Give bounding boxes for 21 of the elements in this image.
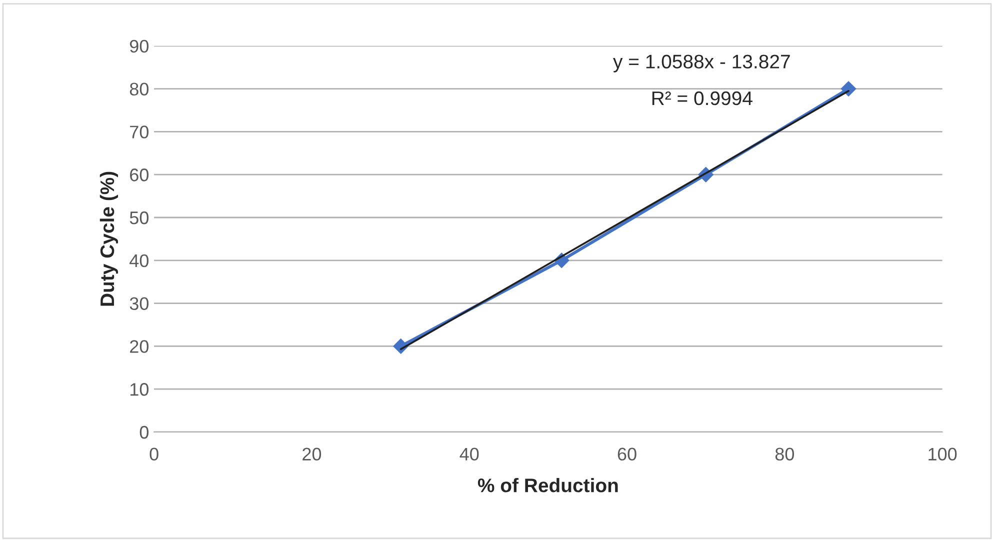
point bbox=[840, 81, 856, 96]
y-tick-label: 0 bbox=[140, 426, 149, 439]
x-tick-label: 0 bbox=[150, 448, 158, 461]
y-tick-label: 90 bbox=[130, 40, 149, 53]
x-tick-label: 60 bbox=[618, 448, 636, 461]
y-tick-label: 80 bbox=[130, 82, 149, 96]
annotation: y = 1.0588x - 13.827 bbox=[613, 54, 790, 72]
x-tick-label: 80 bbox=[775, 448, 794, 461]
y-tick-label: 10 bbox=[130, 383, 149, 396]
y-tick-label: 20 bbox=[130, 340, 149, 353]
y-tick-label: 30 bbox=[130, 297, 149, 310]
y-tick-label: 40 bbox=[130, 254, 149, 268]
x-tick-label: 40 bbox=[460, 448, 479, 461]
y-axis-title: Duty Cycle (%) bbox=[100, 172, 118, 306]
annotation: R² = 0.9994 bbox=[652, 91, 752, 106]
y-tick-label: 50 bbox=[130, 211, 149, 224]
y-tick-label: 70 bbox=[130, 126, 149, 138]
x-tick-label: 100 bbox=[928, 448, 957, 461]
x-axis-title: % of Reduction bbox=[478, 478, 618, 492]
y-tick-label: 60 bbox=[130, 168, 149, 182]
x-tick-label: 20 bbox=[302, 448, 322, 461]
